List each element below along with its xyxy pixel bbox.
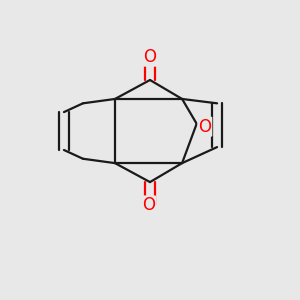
Text: O: O	[143, 48, 157, 66]
Text: O: O	[198, 118, 211, 136]
Text: O: O	[142, 196, 155, 214]
